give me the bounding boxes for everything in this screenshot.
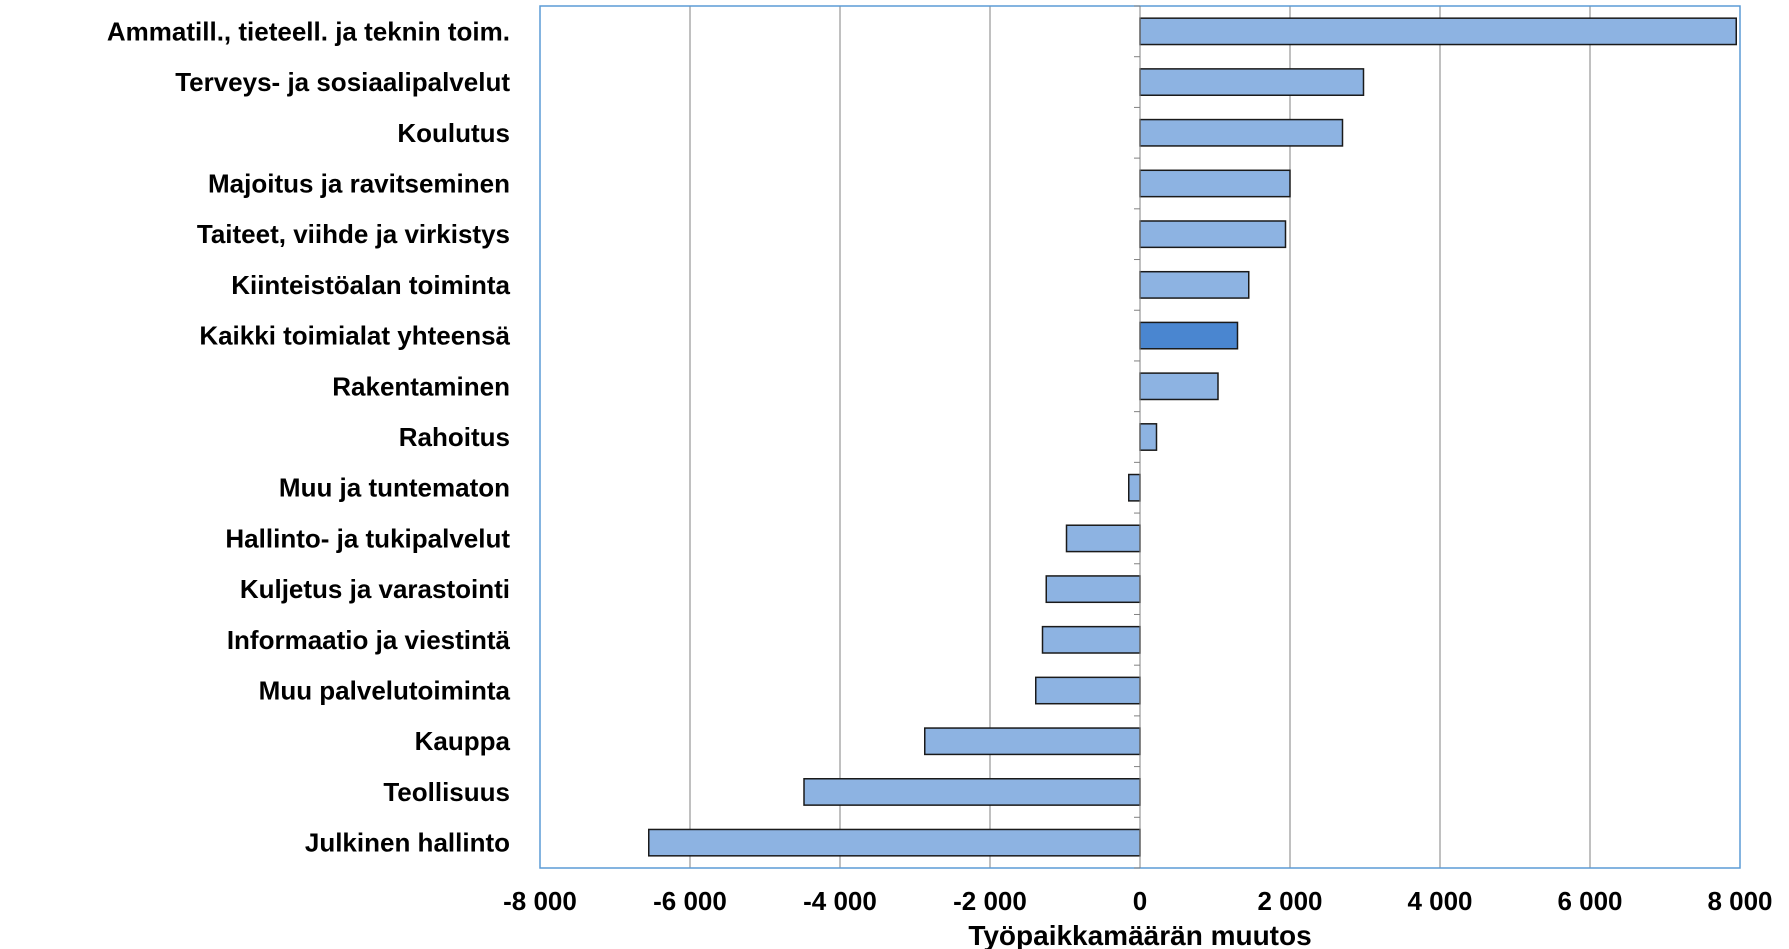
category-label: Ammatill., tieteell. ja teknin toim. — [107, 16, 510, 46]
category-label: Koulutus — [397, 118, 510, 148]
x-tick-label: -6 000 — [653, 886, 727, 916]
bar-0 — [1139, 17, 1737, 46]
category-label: Muu ja tuntematon — [279, 473, 510, 503]
category-label: Hallinto- ja tukipalvelut — [225, 523, 510, 553]
bar-5 — [1139, 270, 1250, 299]
x-axis-title: Työpaikkamäärän muutos — [968, 920, 1311, 949]
x-tick-label: 0 — [1133, 886, 1147, 916]
bar-14 — [924, 727, 1141, 756]
category-label: Rahoitus — [399, 422, 510, 452]
x-tick-label: -8 000 — [503, 886, 577, 916]
category-label: Terveys- ja sosiaalipalvelut — [175, 67, 510, 97]
bar-4 — [1139, 220, 1287, 249]
bar-15 — [803, 778, 1141, 806]
y-axis-ticks — [1134, 5, 1141, 869]
category-label: Informaatio ja viestintä — [227, 625, 511, 655]
bar-10 — [1065, 524, 1141, 553]
bar-1 — [1139, 68, 1365, 96]
category-label: Kaikki toimialat yhteensä — [199, 321, 510, 351]
category-labels: Ammatill., tieteell. ja teknin toim. Terv… — [107, 16, 511, 857]
x-tick-label: 8 000 — [1707, 886, 1772, 916]
category-label: Teollisuus — [383, 777, 510, 807]
x-tick-label: 2 000 — [1257, 886, 1322, 916]
category-label: Kuljetus ja varastointi — [240, 574, 510, 604]
x-tick-labels: -8 000 -6 000 -4 000 -2 000 0 2 000 4 000 6 000… — [503, 886, 1772, 916]
category-label: Majoitus ja ravitseminen — [208, 168, 510, 198]
bar-3 — [1139, 169, 1291, 198]
bar-16 — [648, 828, 1141, 857]
x-tick-label: -4 000 — [803, 886, 877, 916]
bar-11 — [1045, 575, 1141, 604]
x-tick-label: 4 000 — [1407, 886, 1472, 916]
category-label: Taiteet, viihde ja virkistys — [197, 219, 510, 249]
category-label: Muu palvelutoiminta — [259, 676, 511, 706]
category-label: Kiinteistöalan toiminta — [231, 270, 510, 300]
bar-13 — [1035, 676, 1141, 705]
bar-6 — [1139, 321, 1239, 350]
x-tick-label: 6 000 — [1557, 886, 1622, 916]
category-label: Julkinen hallinto — [305, 828, 510, 858]
bar-8 — [1139, 423, 1158, 451]
bars — [648, 17, 1737, 857]
category-label: Kauppa — [415, 726, 511, 756]
bar-7 — [1139, 372, 1219, 401]
bar-2 — [1139, 118, 1344, 147]
bar-9 — [1128, 473, 1141, 502]
x-tick-label: -2 000 — [953, 886, 1027, 916]
category-label: Rakentaminen — [332, 371, 510, 401]
bar-12 — [1041, 625, 1141, 654]
